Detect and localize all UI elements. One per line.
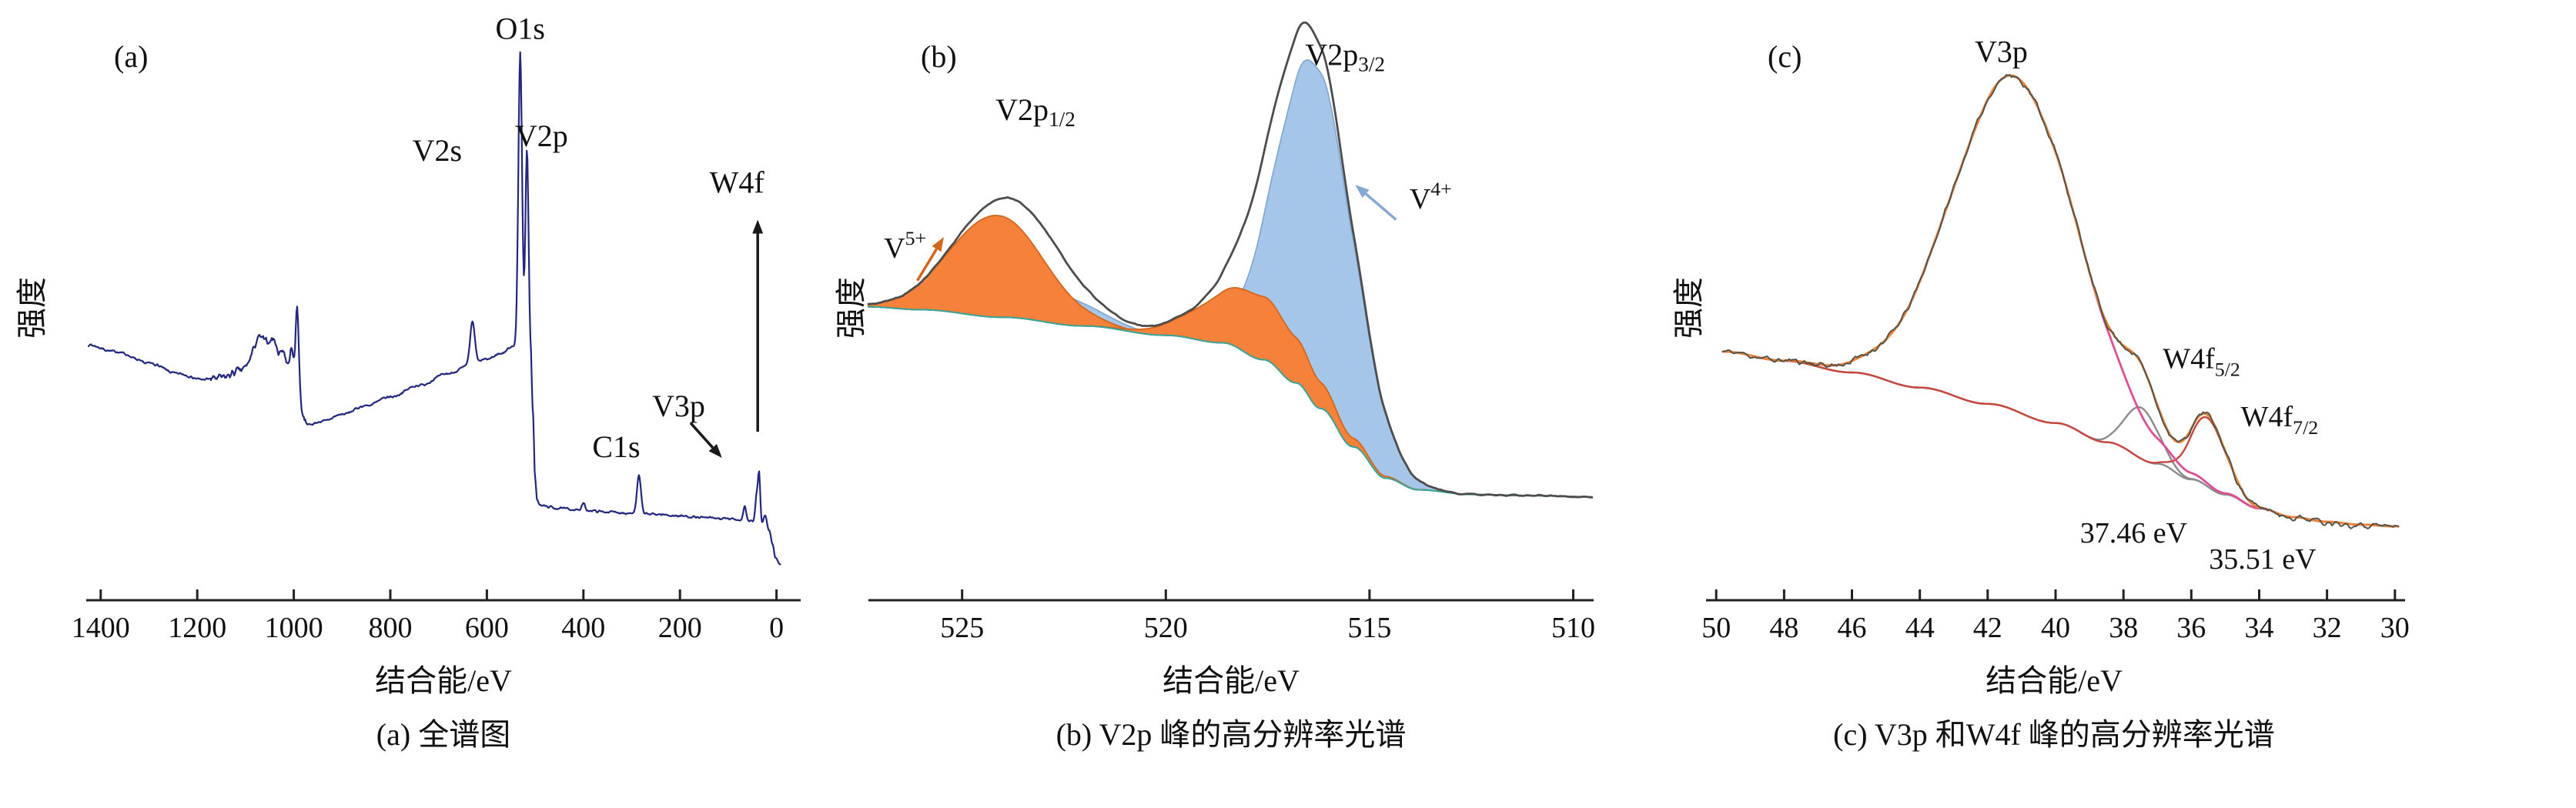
v2p-label: V2p <box>515 119 568 153</box>
x-tick-label: 40 <box>2041 612 2070 644</box>
series-survey <box>88 51 781 566</box>
x-tick-label: 42 <box>1973 612 2002 644</box>
annotation-arrowhead <box>932 237 944 252</box>
c1s-label: C1s <box>592 429 640 463</box>
panel-c-tag: (c) <box>1768 39 1802 74</box>
v2p32-label: V2p3/2 <box>1305 37 1385 76</box>
v2p12-label: V2p1/2 <box>995 92 1076 132</box>
panel-c-ylabel: 强度 <box>1671 277 1706 339</box>
series-envelope <box>867 22 1594 499</box>
x-tick-label: 200 <box>658 612 702 644</box>
x-tick-label: 510 <box>1551 612 1595 644</box>
x-tick-label: 520 <box>1144 612 1188 644</box>
o1s-label: O1s <box>495 11 544 45</box>
series-w4f72-fit <box>1721 350 2400 528</box>
x-tick-label: 38 <box>2109 612 2138 644</box>
series-background <box>1721 350 2400 528</box>
panel-a-caption: (a) 全谱图 <box>376 717 511 752</box>
series-v5-2p32-fill <box>868 286 1592 498</box>
x-tick-label: 32 <box>2313 612 2342 644</box>
x-tick-label: 50 <box>1701 612 1731 644</box>
w4f-label: W4f <box>710 165 765 199</box>
x-tick-label: 525 <box>940 612 984 644</box>
ev-3746-label: 37.46 eV <box>2080 517 2188 549</box>
x-tick-label: 44 <box>1905 612 1935 644</box>
series-envelope <box>1721 74 2400 528</box>
x-tick-label: 30 <box>2380 612 2410 644</box>
w4f72-label: W4f7/2 <box>2241 401 2319 439</box>
v3p-label: V3p <box>652 389 705 423</box>
annotation-arrow <box>1364 192 1397 221</box>
x-tick-label: 36 <box>2176 612 2206 644</box>
panel-a: 1400 1200 1000 800 600 400 200 0 O1s V2p V2s C1s V3p… <box>72 11 801 644</box>
panel-b-xlabel: 结合能/eV <box>1163 663 1300 698</box>
panel-b-ylabel: 强度 <box>834 277 868 339</box>
annotation-arrowhead <box>1355 185 1370 199</box>
ev-3551-label: 35.51 eV <box>2209 543 2317 576</box>
panel-a-tag: (a) <box>114 39 149 74</box>
x-tick-label: 515 <box>1347 612 1391 644</box>
annotation-arrow <box>689 422 714 449</box>
annotation-arrowhead <box>708 444 722 458</box>
series-w4f52-fit <box>1721 350 2400 528</box>
panel-c-caption: (c) V3p 和W4f 峰的高分辨率光谱 <box>1833 717 2275 752</box>
x-tick-label: 0 <box>769 612 784 644</box>
x-tick-label: 34 <box>2245 612 2274 644</box>
x-tick-label: 46 <box>1838 612 1867 644</box>
x-tick-label: 600 <box>465 612 509 644</box>
series-raw <box>1722 74 2400 529</box>
annotation-arrow <box>916 248 938 282</box>
panel-b-caption: (b) V2p 峰的高分辨率光谱 <box>1055 717 1407 752</box>
x-tick-label: 48 <box>1769 612 1798 644</box>
x-tick-label: 1000 <box>265 612 323 644</box>
annotation-arrowhead <box>752 219 764 234</box>
x-tick-label: 400 <box>561 612 605 644</box>
v2s-label: V2s <box>413 132 462 167</box>
v4-label: V4+ <box>1410 178 1452 216</box>
panel-b-tag: (b) <box>921 39 957 74</box>
panel-a-ylabel: 强度 <box>15 277 49 339</box>
x-tick-label: 800 <box>369 612 413 644</box>
panel-c-xlabel: 结合能/eV <box>1986 663 2123 698</box>
series-v3p-fit <box>1721 74 2400 528</box>
x-tick-label: 1200 <box>168 612 226 644</box>
panel-b: 525 520 515 510 V2p1/2 V2p3/2 V5+ V4+ <box>867 22 1595 644</box>
x-tick-label: 1400 <box>72 612 130 644</box>
w4f52-label: W4f5/2 <box>2163 343 2240 381</box>
panel-a-xlabel: 结合能/eV <box>375 663 512 698</box>
v5-label: V5+ <box>884 227 926 265</box>
v3p-label: V3p <box>1975 34 2028 68</box>
